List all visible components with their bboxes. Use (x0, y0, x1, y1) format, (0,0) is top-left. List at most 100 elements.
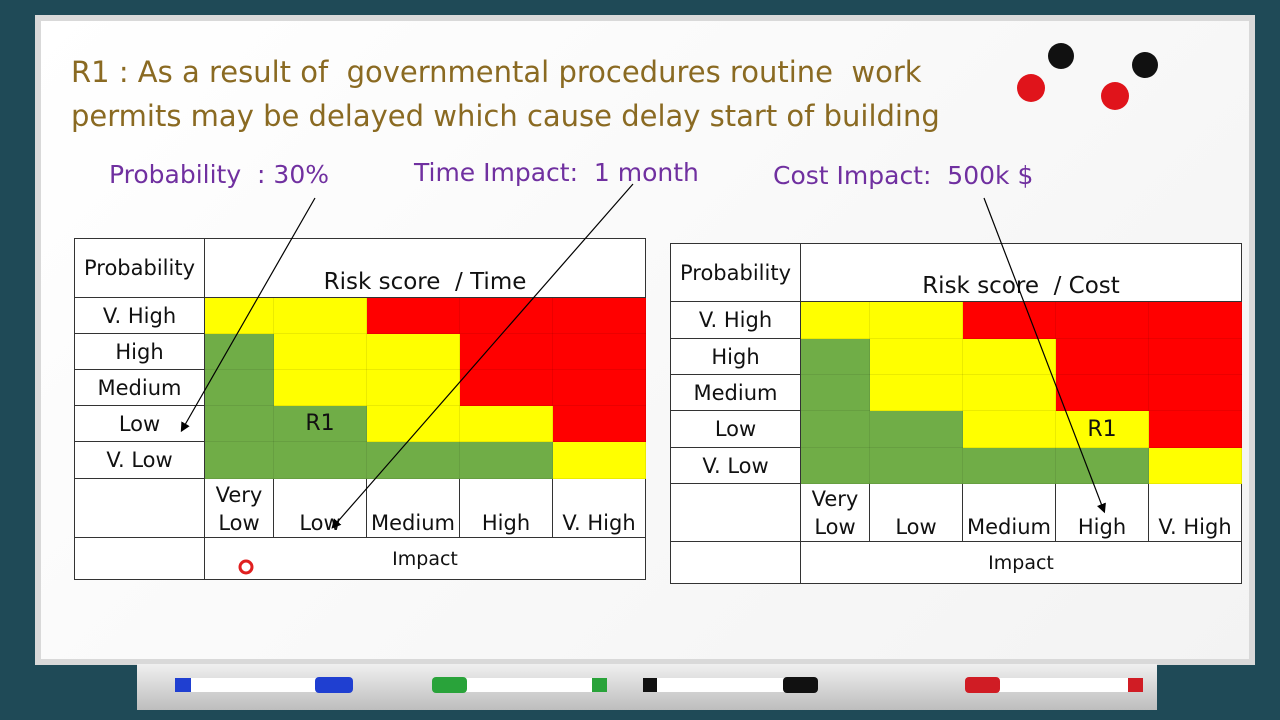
risk-cell (204, 405, 274, 442)
annotation: Time Impact: 1 month (414, 158, 699, 187)
axis-label: Impact (203, 537, 647, 580)
column-label: V. High (1147, 483, 1243, 542)
risk-cell (962, 374, 1056, 411)
risk-cell (459, 333, 553, 370)
row-label: V. Low (74, 441, 205, 479)
risk-cell (962, 301, 1056, 339)
risk-cell (800, 301, 870, 339)
annotation: Cost Impact: 500k $ (773, 161, 1034, 190)
corner-label: Probability (74, 238, 205, 298)
risk-cell (962, 338, 1056, 375)
marker-tray (137, 664, 1157, 710)
risk-matrix: Probability Risk score / Time V. High High M… (74, 238, 647, 580)
row-label: Medium (74, 369, 205, 406)
risk-cell (1147, 410, 1243, 448)
blank-cell (670, 541, 801, 584)
risk-cell (273, 333, 367, 370)
row-label: V. Low (670, 447, 801, 484)
risk-cell (869, 447, 963, 484)
risk-cell (273, 297, 367, 334)
column-label: Medium (366, 478, 460, 538)
column-label: Low (869, 483, 963, 542)
row-label: V. High (670, 301, 801, 339)
matrix-title: Risk score / Time (203, 238, 647, 298)
risk-cell (1147, 374, 1243, 411)
title-line: permits may be delayed which cause delay… (71, 99, 940, 133)
row-label: High (670, 338, 801, 375)
matrix-row: Very Low Low Medium High V. High (74, 478, 647, 538)
corner-label: Probability (670, 243, 801, 302)
matrix-row: Very Low Low Medium High V. High (670, 483, 1243, 542)
matrix-row: V. Low (74, 441, 647, 479)
risk-cell (551, 441, 647, 479)
matrix-row: Low R1 (74, 405, 647, 442)
risk-cell (551, 369, 647, 406)
risk-matrix: Probability Risk score / Cost V. High High M… (670, 243, 1243, 584)
matrix-row: V. High (670, 301, 1243, 339)
risk-cell (1147, 301, 1243, 339)
column-label: High (1055, 483, 1149, 542)
row-label: Medium (670, 374, 801, 411)
risk-cell (459, 369, 553, 406)
row-label: High (74, 333, 205, 370)
risk-cell (869, 338, 963, 375)
risk-cell (204, 441, 274, 479)
risk-cell (204, 369, 274, 406)
risk-cell (204, 333, 274, 370)
matrix-row: High (74, 333, 647, 370)
title-line: R1 : As a result of governmental procedu… (71, 55, 922, 89)
column-label: Low (273, 478, 367, 538)
risk-cell (551, 333, 647, 370)
matrix-row: Probability Risk score / Cost (670, 243, 1243, 302)
matrix-row: Medium (74, 369, 647, 406)
column-label: Very Low (800, 483, 870, 542)
matrix-row: High (670, 338, 1243, 375)
risk-cell (869, 301, 963, 339)
matrix-row: Probability Risk score / Time (74, 238, 647, 298)
matrix-row: Impact (670, 541, 1243, 584)
risk-cell (366, 441, 460, 479)
risk-cell (366, 297, 460, 334)
column-label: Medium (962, 483, 1056, 542)
column-label: High (459, 478, 553, 538)
blank-cell (670, 483, 801, 542)
row-label: Low (670, 410, 801, 448)
risk-cell (800, 447, 870, 484)
risk-cell (273, 369, 367, 406)
risk-marker: R1 (1087, 416, 1117, 442)
matrix-row: Medium (670, 374, 1243, 411)
risk-marker: R1 (305, 411, 335, 436)
risk-cell: R1 (273, 405, 367, 442)
matrix-row: V. High (74, 297, 647, 334)
blank-cell (74, 478, 205, 538)
risk-cell (551, 297, 647, 334)
risk-cell (366, 405, 460, 442)
column-label: V. High (551, 478, 647, 538)
annotation: Probability : 30% (109, 160, 329, 189)
row-label: Low (74, 405, 205, 442)
risk-cell (869, 374, 963, 411)
risk-cell (366, 369, 460, 406)
risk-cell (459, 441, 553, 479)
risk-cell (1147, 338, 1243, 375)
risk-cell (800, 338, 870, 375)
risk-cell (459, 405, 553, 442)
risk-cell (800, 410, 870, 448)
row-label: V. High (74, 297, 205, 334)
matrix-row: Impact (74, 537, 647, 580)
matrix-title: Risk score / Cost (799, 243, 1243, 302)
risk-cell (1055, 338, 1149, 375)
risk-cell (962, 447, 1056, 484)
risk-cell (1055, 301, 1149, 339)
risk-cell (551, 405, 647, 442)
risk-cell (1055, 447, 1149, 484)
matrix-row: V. Low (670, 447, 1243, 484)
risk-cell (800, 374, 870, 411)
blank-cell (74, 537, 205, 580)
risk-cell (1147, 447, 1243, 484)
risk-cell (204, 297, 274, 334)
column-label: Very Low (204, 478, 274, 538)
axis-label: Impact (799, 541, 1243, 584)
risk-cell (273, 441, 367, 479)
